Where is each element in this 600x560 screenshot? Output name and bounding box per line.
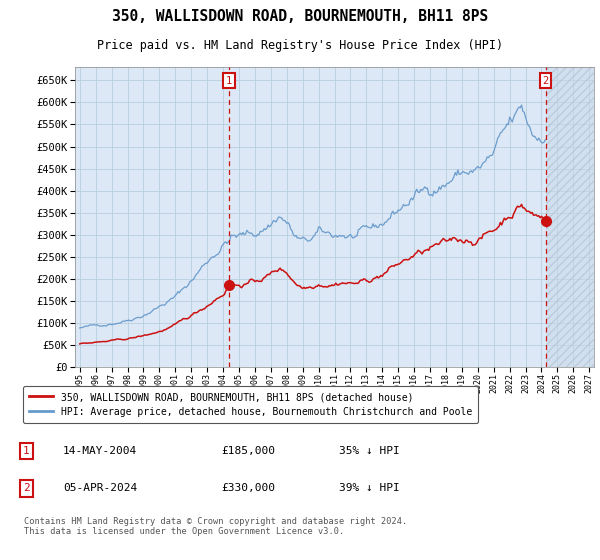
Text: Price paid vs. HM Land Registry's House Price Index (HPI): Price paid vs. HM Land Registry's House …	[97, 39, 503, 53]
Text: 1: 1	[226, 76, 232, 86]
Text: 1: 1	[23, 446, 30, 456]
Text: 05-APR-2024: 05-APR-2024	[63, 483, 137, 493]
Text: 39% ↓ HPI: 39% ↓ HPI	[340, 483, 400, 493]
Text: 14-MAY-2004: 14-MAY-2004	[63, 446, 137, 456]
Text: 2: 2	[23, 483, 30, 493]
Text: Contains HM Land Registry data © Crown copyright and database right 2024.
This d: Contains HM Land Registry data © Crown c…	[23, 516, 407, 536]
Text: 350, WALLISDOWN ROAD, BOURNEMOUTH, BH11 8PS: 350, WALLISDOWN ROAD, BOURNEMOUTH, BH11 …	[112, 9, 488, 24]
Text: £330,000: £330,000	[221, 483, 275, 493]
Bar	[546, 67, 600, 367]
Text: £185,000: £185,000	[221, 446, 275, 456]
Legend: 350, WALLISDOWN ROAD, BOURNEMOUTH, BH11 8PS (detached house), HPI: Average price: 350, WALLISDOWN ROAD, BOURNEMOUTH, BH11 …	[23, 386, 478, 423]
Text: 2: 2	[542, 76, 549, 86]
Text: 35% ↓ HPI: 35% ↓ HPI	[340, 446, 400, 456]
